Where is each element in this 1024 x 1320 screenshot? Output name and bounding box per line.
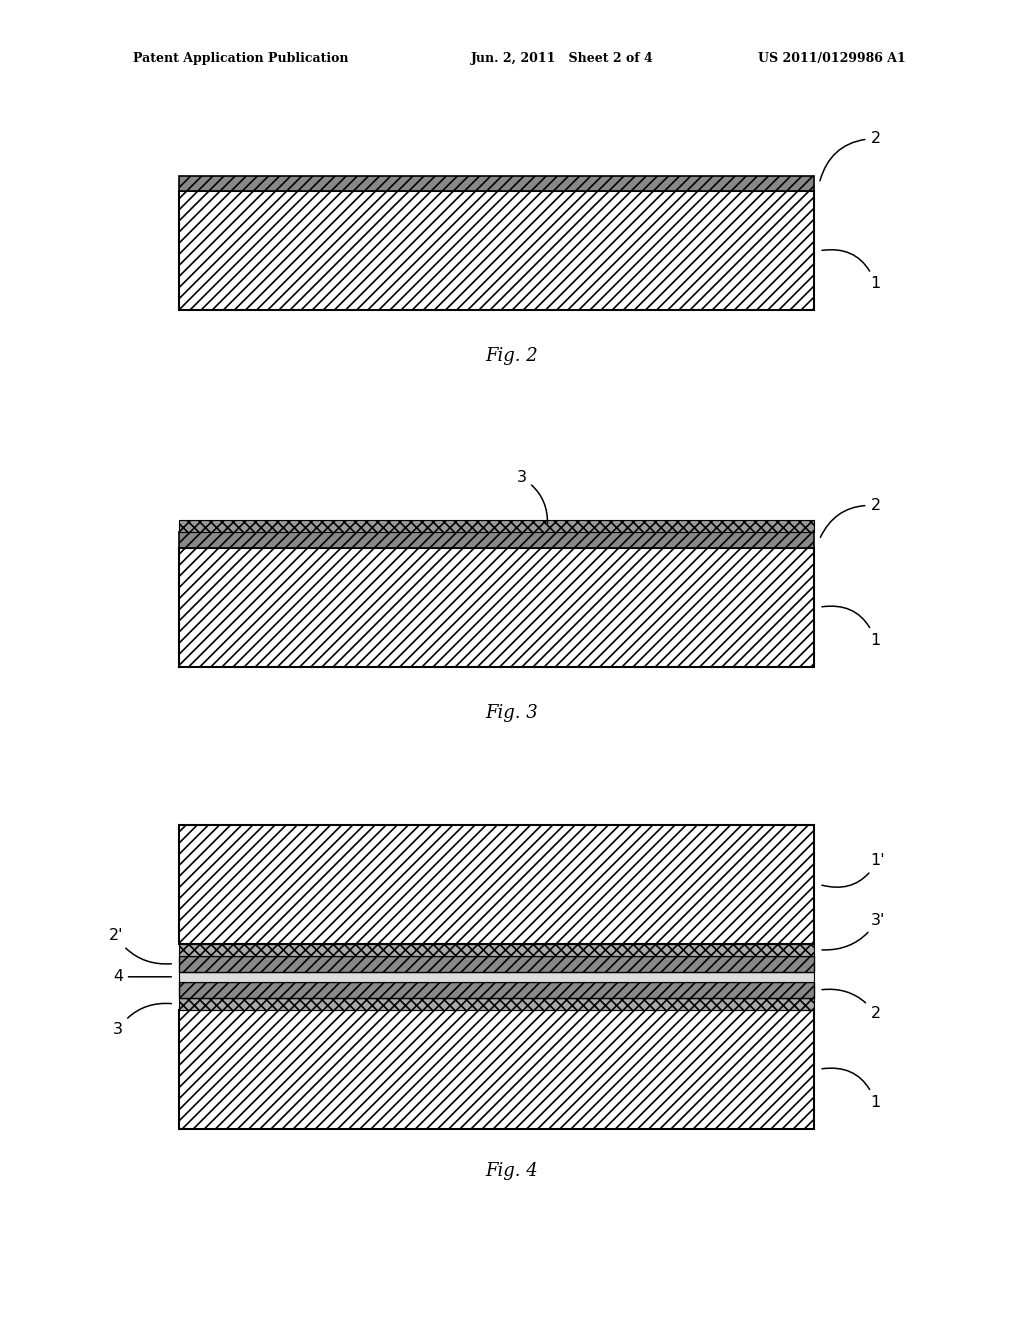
Text: Fig. 3: Fig. 3 <box>485 704 539 722</box>
Text: 1: 1 <box>822 1068 881 1110</box>
Bar <box>179 520 814 532</box>
Bar <box>179 532 814 548</box>
Bar <box>179 972 814 982</box>
Text: 4: 4 <box>113 969 171 985</box>
Text: 3': 3' <box>822 912 885 950</box>
Text: 2': 2' <box>109 928 171 964</box>
Text: 3: 3 <box>113 1003 171 1038</box>
Text: 1: 1 <box>822 606 881 648</box>
Text: Jun. 2, 2011   Sheet 2 of 4: Jun. 2, 2011 Sheet 2 of 4 <box>471 51 653 65</box>
Text: 3: 3 <box>517 470 548 523</box>
Bar <box>179 825 814 944</box>
Bar <box>179 944 814 956</box>
Text: Fig. 2: Fig. 2 <box>485 347 539 366</box>
Bar <box>179 548 814 667</box>
Bar <box>179 191 814 310</box>
Text: Patent Application Publication: Patent Application Publication <box>133 51 348 65</box>
Bar <box>179 982 814 998</box>
Text: 2: 2 <box>822 989 881 1022</box>
Bar <box>179 176 814 191</box>
Text: 1: 1 <box>822 249 881 292</box>
Text: Fig. 4: Fig. 4 <box>485 1162 539 1180</box>
Text: 2: 2 <box>820 498 881 537</box>
Bar <box>179 956 814 972</box>
Text: 2: 2 <box>820 131 881 181</box>
Text: US 2011/0129986 A1: US 2011/0129986 A1 <box>758 51 905 65</box>
Text: 1': 1' <box>822 853 885 887</box>
Bar <box>179 998 814 1010</box>
Bar <box>179 1010 814 1129</box>
